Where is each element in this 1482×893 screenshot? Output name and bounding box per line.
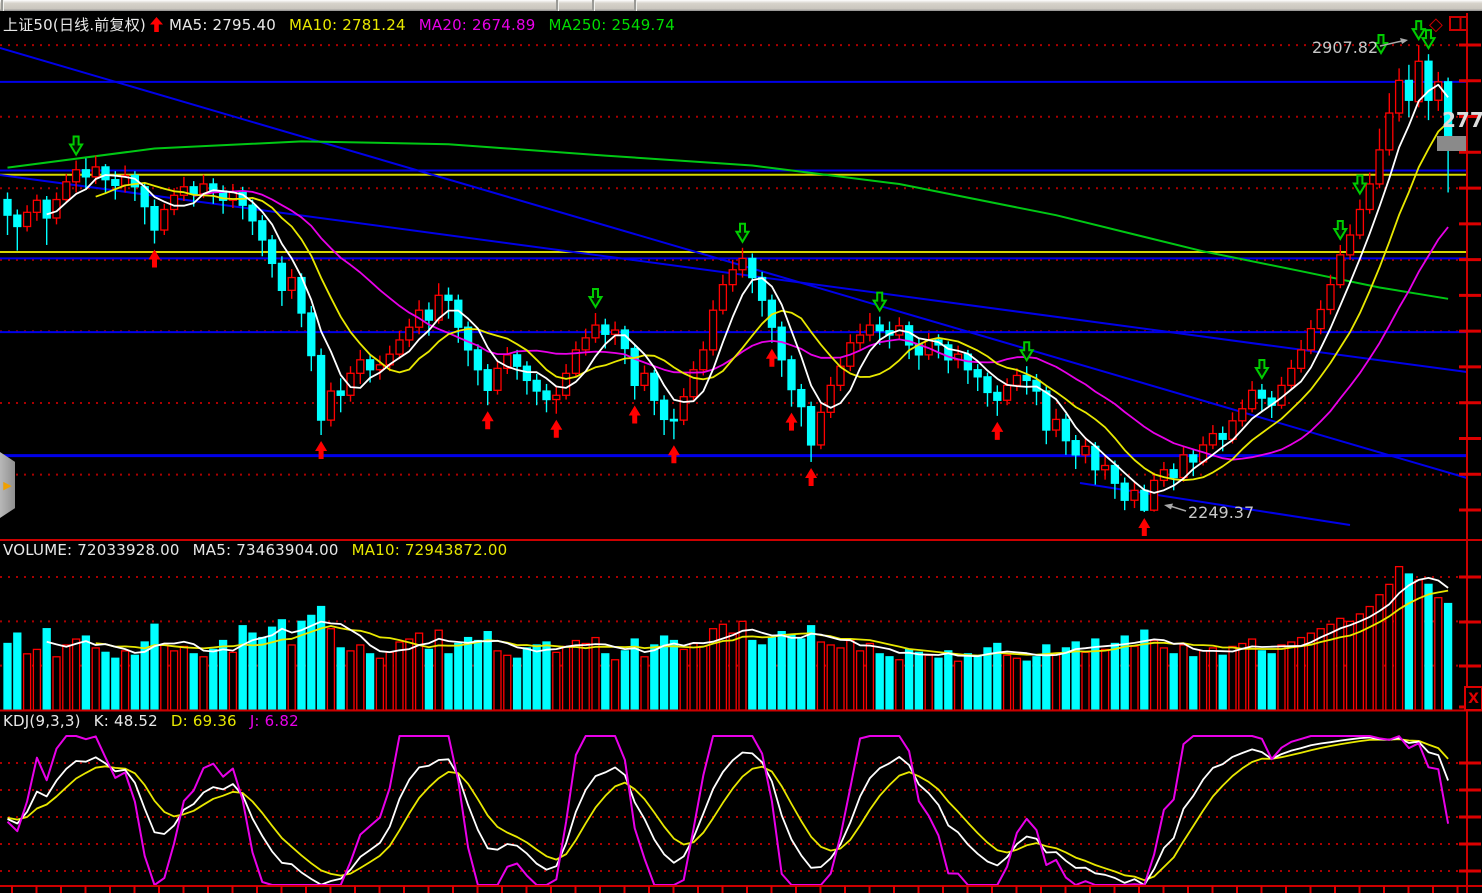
kdj-panel-header: KDJ(9,3,3) K: 48.52 D: 69.36 J: 6.82 bbox=[3, 712, 312, 730]
volume-ma5-value: MA5: 73463904.00 bbox=[192, 541, 339, 559]
candles-layer bbox=[3, 45, 1453, 513]
volume-panel-header: VOLUME: 72033928.00 MA5: 73463904.00 MA10:… bbox=[3, 541, 520, 559]
level-lines-layer bbox=[0, 80, 1466, 458]
ma5-value: MA5: 2795.40 bbox=[168, 16, 276, 34]
toolbar-separator bbox=[1, 0, 4, 11]
ma20-value: MA20: 2674.89 bbox=[418, 16, 536, 34]
kdj-name: KDJ(9,3,3) bbox=[3, 712, 81, 730]
kdj-k-value: K: 48.52 bbox=[93, 712, 158, 730]
window-icon-glyph bbox=[1449, 16, 1468, 31]
axes-layer bbox=[0, 13, 1482, 893]
volume-ma10-value: MA10: 72943872.00 bbox=[351, 541, 508, 559]
marked-high-label: 2907.82 bbox=[1312, 38, 1379, 57]
symbol-title: 上证50(日线.前复权) bbox=[3, 16, 146, 34]
price-marker-box bbox=[1437, 136, 1466, 151]
toolbar-strip bbox=[0, 0, 1482, 11]
expand-arrow-icon: ▶ bbox=[3, 478, 12, 492]
close-indicator-button[interactable]: X bbox=[1464, 686, 1482, 711]
marked-low-label: 2249.37 bbox=[1188, 503, 1255, 522]
main-chart-header: 上证50(日线.前复权) MA5: 2795.40 MA10: 2781.24 MA2… bbox=[3, 14, 688, 35]
window-icon[interactable] bbox=[1449, 16, 1469, 36]
ma10-value: MA10: 2781.24 bbox=[288, 16, 406, 34]
up-arrow-icon bbox=[149, 17, 163, 32]
volume-layer bbox=[3, 565, 1453, 711]
price-ma-layer bbox=[46, 83, 1449, 494]
kdj-layer bbox=[6, 735, 1450, 886]
markers-layer bbox=[68, 20, 1437, 537]
trendlines-layer bbox=[0, 47, 1468, 526]
ma250-value: MA250: 2549.74 bbox=[548, 16, 675, 34]
toolbar-separator bbox=[634, 0, 637, 11]
annotation-arrows bbox=[1164, 38, 1408, 512]
toolbar-separator bbox=[556, 0, 559, 11]
volume-value: VOLUME: 72033928.00 bbox=[3, 541, 180, 559]
toolbar-separator bbox=[592, 0, 595, 11]
kdj-d-value: D: 69.36 bbox=[170, 712, 237, 730]
ma250-line bbox=[7, 140, 1449, 300]
last-price-label: 277 bbox=[1442, 108, 1482, 132]
kdj-j-value: J: 6.82 bbox=[249, 712, 299, 730]
expand-panel-tab[interactable]: ▶ bbox=[0, 452, 15, 518]
diamond-icon[interactable]: ◇ bbox=[1429, 14, 1443, 35]
